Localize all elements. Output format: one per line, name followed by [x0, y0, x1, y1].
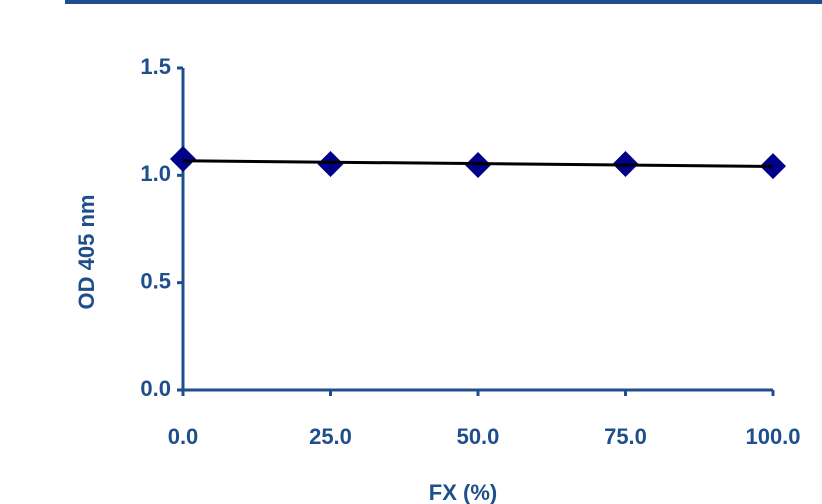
data-point	[317, 150, 344, 177]
x-tick-label: 100.0	[745, 424, 800, 449]
y-tick-label: 0.5	[140, 268, 171, 293]
x-tick-label: 0.0	[168, 424, 199, 449]
data-point	[170, 146, 196, 173]
x-tick-label: 75.0	[604, 424, 647, 449]
x-axis-label: FX (%)	[429, 480, 497, 504]
trendline	[182, 159, 774, 168]
x-tick-label: 50.0	[457, 424, 500, 449]
y-tick-label: 1.5	[140, 54, 171, 79]
x-tick-label: 25.0	[309, 424, 352, 449]
header-bar	[65, 0, 822, 4]
y-tick-label: 1.0	[140, 161, 171, 186]
y-axis-label: OD 405 nm	[74, 195, 99, 310]
y-tick-label: 0.0	[140, 376, 171, 401]
